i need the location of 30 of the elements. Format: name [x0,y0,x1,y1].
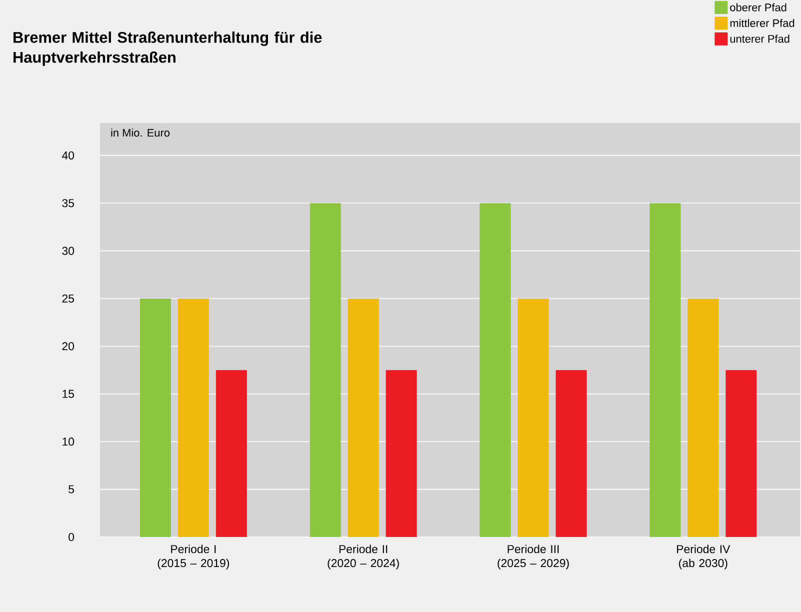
y-tick-label: 5 [68,485,74,494]
bar [386,370,417,537]
bar [556,370,587,537]
y-tick-label: 35 [62,199,74,208]
bar [178,298,209,537]
y-tick-label: 20 [62,342,74,350]
bar [140,298,171,537]
bar [650,203,681,537]
y-axis-title: in Mio. Euro [111,128,170,137]
bar [216,370,247,537]
bar [348,298,379,537]
y-tick-label: 0 [68,532,74,542]
bar [688,298,719,537]
legend-label: unterer Pfad [730,34,790,43]
bar [726,370,757,537]
bar [480,203,511,537]
y-tick-label: 10 [62,438,74,446]
x-tick-label: Periode III (2025 – 2029) [498,544,569,570]
legend-label: oberer Pfad [730,3,786,12]
y-tick-label: 15 [62,390,74,398]
legend-label: mittlerer Pfad [730,18,794,28]
x-tick-label: Periode II (2020 – 2024) [328,544,399,570]
y-tick-label: 30 [62,246,74,255]
y-tick-label: 25 [62,294,74,303]
bar [310,203,341,537]
y-tick-label: 40 [62,151,74,160]
chart-title: Bremer Mittel Straßenunterhaltung für die Hauptverkehrsstraßen [14,32,322,66]
bar [518,298,549,537]
x-tick-label: Periode IV (ab 2030) [677,544,730,570]
x-tick-label: Periode I (2015 – 2019) [158,544,230,570]
